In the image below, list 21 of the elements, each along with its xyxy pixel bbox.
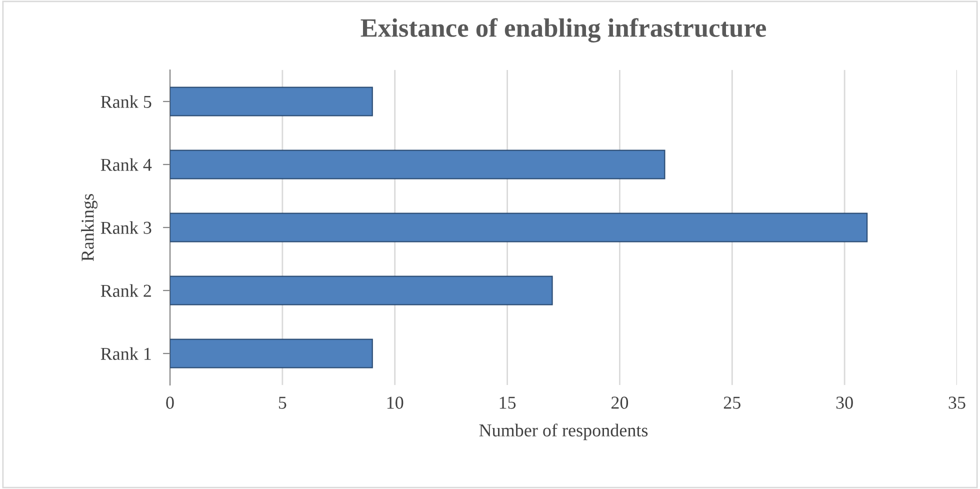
y-tick-label: Rank 3 (100, 221, 152, 234)
x-axis-title: Number of respondents (479, 424, 648, 440)
x-tick-label: 10 (387, 396, 404, 409)
bar (170, 276, 553, 306)
x-tick-label: 30 (836, 396, 853, 409)
y-tick-label: Rank 1 (100, 347, 151, 360)
bar (170, 212, 868, 242)
bar (170, 338, 373, 368)
chart-title: Existance of enabling infrastructure (360, 18, 766, 42)
x-tick-label: 20 (611, 396, 628, 409)
y-axis-title: Rankings (81, 194, 98, 262)
y-tick-label: Rank 2 (100, 284, 151, 297)
x-tick-label: 5 (278, 396, 286, 409)
x-tick-label: 25 (724, 396, 740, 409)
x-tick-label: 35 (948, 396, 966, 409)
x-tick-label: 15 (500, 396, 516, 409)
bar (170, 86, 373, 116)
x-tick-label: 0 (166, 396, 174, 409)
bar (170, 150, 666, 180)
y-tick-label: Rank 4 (100, 158, 152, 171)
y-tick-label: Rank 5 (100, 95, 152, 108)
